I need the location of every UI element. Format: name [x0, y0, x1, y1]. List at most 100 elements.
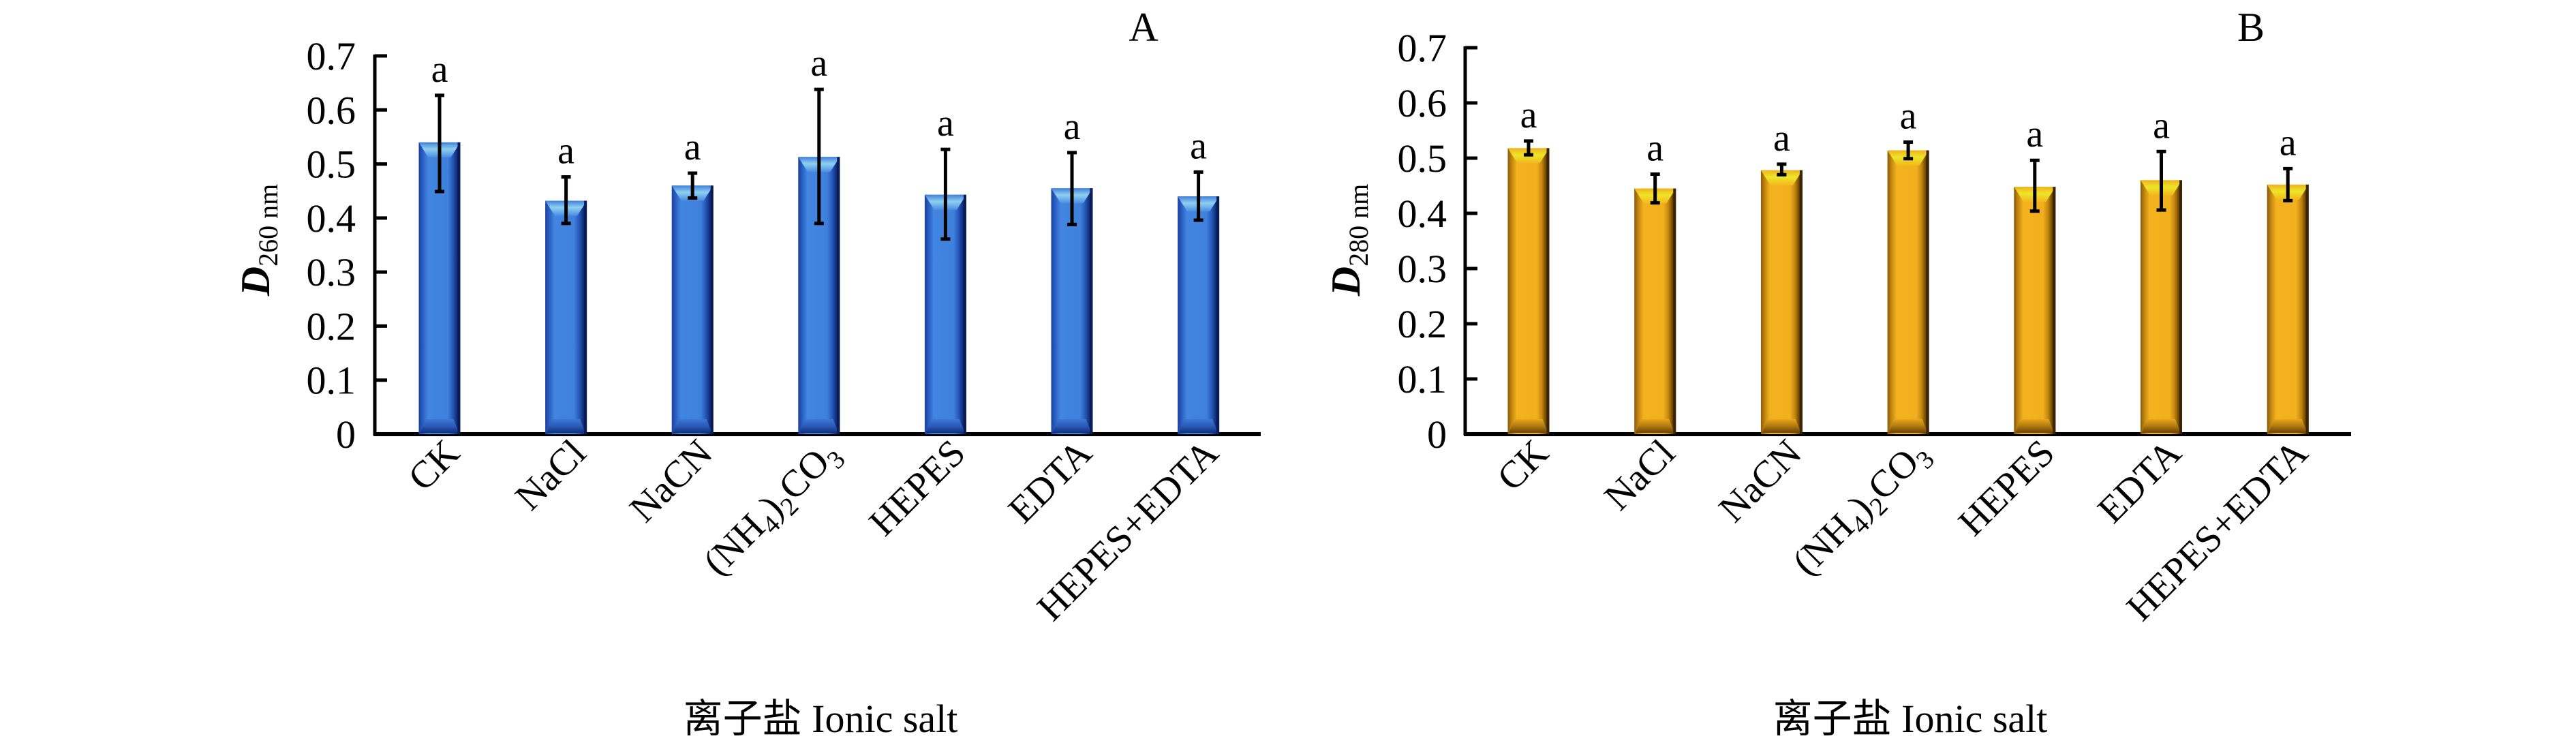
- significance-label: a: [937, 102, 954, 144]
- significance-label: a: [1900, 95, 1917, 138]
- category-label: HEPES: [1950, 431, 2063, 544]
- bar-edge: [963, 194, 966, 434]
- category-label-part: EDTA: [2089, 431, 2190, 532]
- category-label: NaCN: [622, 431, 720, 530]
- error-bar: [2156, 149, 2166, 212]
- bar: [1760, 170, 1803, 434]
- bar-bottom-bevel: [547, 419, 586, 433]
- error-bar: [1193, 170, 1203, 222]
- significance-label: a: [810, 42, 827, 85]
- error-bar: [1067, 151, 1077, 226]
- bar-body: [2141, 180, 2182, 434]
- bar-bottom-bevel: [2015, 419, 2055, 433]
- y-tick-label: 0.6: [1398, 81, 1447, 125]
- y-axis-title: D260 nm: [233, 184, 283, 296]
- bar-edge: [710, 185, 714, 434]
- bar-bottom-bevel: [2268, 419, 2307, 433]
- bar-edge: [2053, 187, 2056, 434]
- y-tick-label: 0: [1427, 412, 1447, 457]
- category-label: (NH4)2CO3: [1785, 431, 1940, 587]
- bar: [2267, 184, 2309, 434]
- category-label-part: NaCN: [1711, 431, 1810, 530]
- category-label-part: HEPES: [1950, 431, 2063, 544]
- significance-label: a: [2280, 121, 2297, 164]
- category-label-part: CK: [1489, 431, 1557, 499]
- error-bar: [1903, 140, 1914, 161]
- bar-bottom-bevel: [1888, 419, 1928, 433]
- bar-edge: [1926, 150, 1929, 434]
- y-tick-label: 0.1: [1398, 357, 1447, 401]
- bar-edge: [1090, 188, 1093, 434]
- bar: [2141, 180, 2182, 434]
- y-tick-label: 0.7: [1398, 26, 1447, 70]
- bar: [1507, 148, 1550, 435]
- significance-label: a: [2153, 104, 2170, 147]
- bar-edge: [837, 157, 840, 434]
- y-axis-title-sub: 260 nm: [253, 184, 283, 266]
- bar-edge: [2305, 184, 2309, 434]
- error-bar: [2029, 158, 2040, 213]
- bar: [671, 185, 714, 434]
- error-bar: [1524, 139, 1533, 157]
- bar-bottom-bevel: [1636, 419, 1675, 433]
- category-label: CK: [400, 431, 467, 499]
- category-label-part: HEPES: [861, 431, 974, 544]
- significance-label: a: [1773, 117, 1790, 159]
- error-bar: [1777, 162, 1787, 177]
- bar-bottom-bevel: [420, 419, 459, 433]
- y-axis-title-sub: 280 nm: [1343, 184, 1374, 266]
- category-label: EDTA: [2089, 431, 2190, 532]
- y-tick-label: 0.5: [1398, 136, 1447, 181]
- category-label: CK: [1489, 431, 1557, 499]
- bar-edge: [1216, 196, 1220, 434]
- category-label: NaCN: [1711, 431, 1810, 530]
- bar: [545, 200, 587, 434]
- error-bar: [2283, 166, 2293, 202]
- category-label: HEPES: [861, 431, 974, 544]
- bar-bottom-bevel: [2142, 419, 2181, 433]
- y-tick-label: 0.2: [307, 304, 356, 348]
- bar-body: [1051, 188, 1093, 434]
- bar-edge: [457, 142, 461, 434]
- category-label-part: NaCl: [507, 431, 594, 518]
- bar-edge: [1546, 148, 1550, 435]
- bar-body: [1634, 188, 1676, 434]
- category-label-part: NaCN: [622, 431, 720, 530]
- bar: [2014, 187, 2056, 434]
- panel-label: B: [2237, 5, 2265, 50]
- bar-body: [1178, 196, 1220, 434]
- panel-a-chart: A 0 0.1 0.2 0.3 0.4 0.5 0.6 0.7 D260 nm 离子盐 Ionic …: [233, 5, 1261, 741]
- bar-bottom-bevel: [925, 419, 965, 433]
- category-label: EDTA: [1000, 431, 1101, 532]
- y-tick-label: 0.2: [1398, 302, 1447, 346]
- y-tick-label: 0.4: [307, 196, 356, 241]
- significance-label: a: [1064, 106, 1081, 148]
- bar-bottom-bevel: [1179, 419, 1218, 433]
- bar: [1051, 188, 1093, 434]
- bar-body: [1507, 148, 1550, 435]
- x-axis-title: 离子盐 Ionic salt: [684, 697, 958, 741]
- bar: [1634, 188, 1676, 434]
- category-label-part: CK: [400, 431, 467, 499]
- y-tick-label: 0.1: [307, 359, 356, 403]
- y-axis-title-main: D: [1323, 266, 1368, 296]
- category-label: NaCl: [1596, 431, 1683, 518]
- error-bar: [940, 147, 951, 241]
- bar-edge: [2179, 180, 2182, 434]
- bar-body: [545, 200, 587, 434]
- y-tick-label: 0.7: [307, 34, 356, 78]
- bar: [1178, 196, 1220, 434]
- bar: [1887, 150, 1929, 434]
- bar-body: [2014, 187, 2056, 434]
- y-tick-label: 0.3: [307, 250, 356, 294]
- bar-bottom-bevel: [1509, 419, 1548, 433]
- error-bar: [814, 87, 824, 226]
- significance-label: a: [1646, 127, 1663, 169]
- y-tick-label: 0: [336, 412, 356, 457]
- bar-bottom-bevel: [1762, 419, 1801, 433]
- error-bar: [1650, 172, 1660, 205]
- bar-top-bevel: [1760, 170, 1803, 185]
- category-label: NaCl: [507, 431, 594, 518]
- panel-label: A: [1129, 5, 1158, 50]
- significance-label: a: [431, 48, 448, 91]
